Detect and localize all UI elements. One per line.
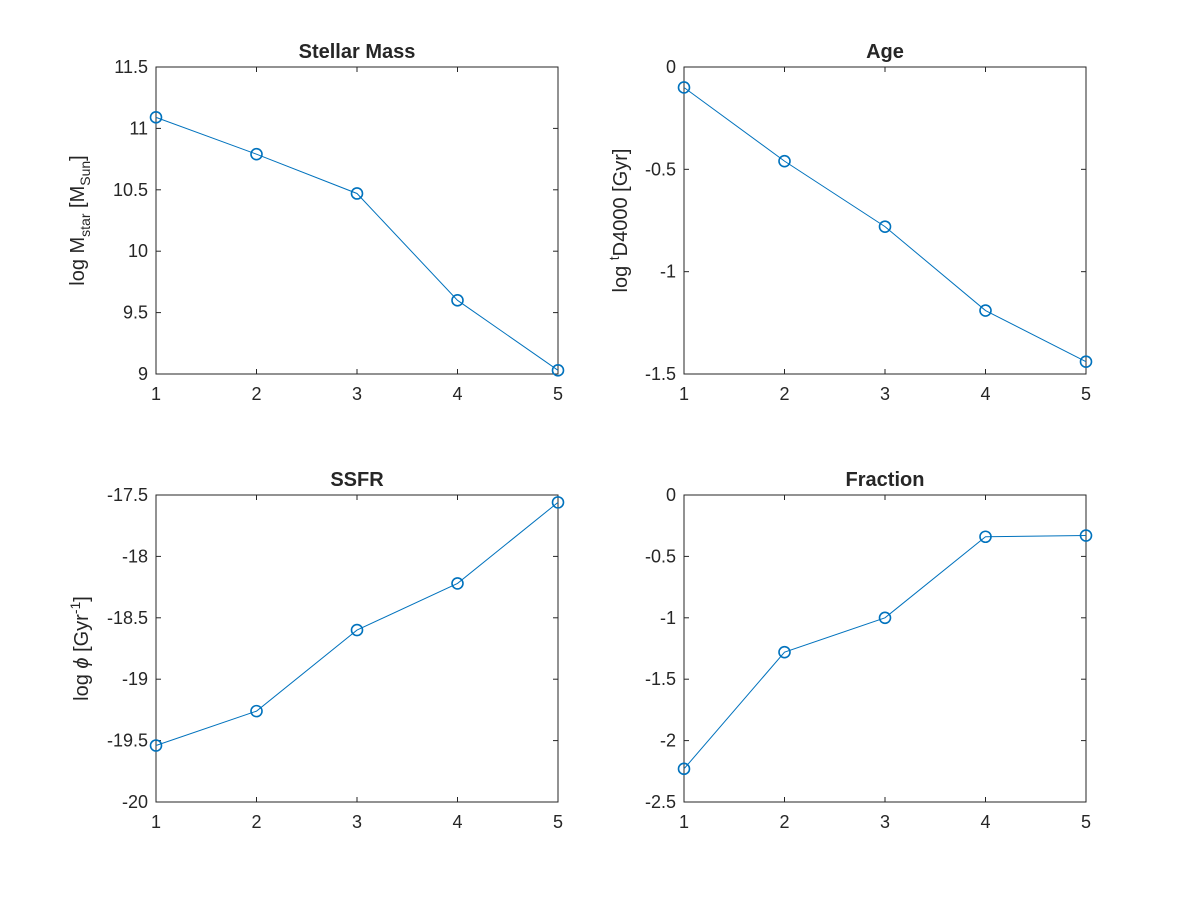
y-axis-label: log Mstar [MSun] <box>67 155 93 286</box>
x-tick-label: 1 <box>151 812 161 832</box>
data-point <box>878 611 892 625</box>
y-axis-label-post: ] <box>71 596 93 602</box>
x-tick-label: 5 <box>1081 812 1091 832</box>
data-point <box>677 762 691 776</box>
y-axis-label-post: ] <box>67 155 89 161</box>
y-tick-label: -18 <box>122 546 148 566</box>
x-tick-label: 5 <box>553 384 563 404</box>
y-axis-label-pre: log <box>71 669 93 701</box>
subplot-1: 1 2 3 4 5 9 9.5 10 10.5 11 11.5 Stellar Mass log Mst… <box>67 41 565 404</box>
x-tick-label: 1 <box>679 384 689 404</box>
subplot-title: Age <box>866 41 904 63</box>
y-axis-label: log ϕ [Gyr-1] <box>67 596 93 701</box>
x-tick-label: 1 <box>679 812 689 832</box>
x-tick-label: 2 <box>779 384 789 404</box>
y-axis-label-mid: [M <box>67 186 89 214</box>
subplot-title: Fraction <box>846 469 925 491</box>
y-axis-label-sup: -1 <box>67 601 83 614</box>
y-tick-label: 9 <box>138 364 148 384</box>
y-tick-label: 11 <box>129 118 148 138</box>
data-point <box>979 304 992 317</box>
y-tick-label: -2.5 <box>645 792 676 812</box>
subplot-title: SSFR <box>330 469 384 491</box>
y-tick-label: -1 <box>660 608 676 628</box>
x-tick-label: 2 <box>779 812 789 832</box>
data-point <box>551 364 565 377</box>
x-tick-label: 3 <box>880 812 890 832</box>
subplot-4: 1 2 3 4 5 -2.5 -2 -1.5 -1 -0.5 0 Fraction <box>645 469 1093 832</box>
y-axis-label-post: D4000 [Gyr] <box>610 149 632 257</box>
x-tick-label: 2 <box>251 384 261 404</box>
y-tick-label: 0 <box>666 485 676 505</box>
y-tick-label: -0.5 <box>645 159 676 179</box>
data-point <box>451 577 464 590</box>
y-axis-label-ital: ϕ <box>71 657 93 668</box>
y-tick-label: 0 <box>666 57 676 77</box>
y-tick-label: -19.5 <box>107 731 148 751</box>
y-tick-label: -18.5 <box>107 608 148 628</box>
data-point <box>878 220 892 233</box>
x-tick-label: 4 <box>980 384 990 404</box>
x-tick-label: 5 <box>553 812 563 832</box>
data-point <box>250 704 263 718</box>
y-tick-label: -2 <box>660 731 676 751</box>
data-point <box>350 187 364 200</box>
data-point <box>149 111 163 124</box>
x-tick-label: 4 <box>452 384 462 404</box>
y-tick-label: -1.5 <box>645 669 676 689</box>
y-tick-label: -1.5 <box>645 364 676 384</box>
y-tick-label: 10 <box>128 241 148 261</box>
x-tick-label: 4 <box>980 812 990 832</box>
y-axis-label-pre: log M <box>67 237 89 286</box>
data-point <box>250 147 263 161</box>
data-point <box>149 739 163 752</box>
y-axis-label-mid: [Gyr <box>71 614 93 658</box>
data-point <box>551 496 565 509</box>
data-point <box>451 294 464 307</box>
series-line <box>683 535 1087 770</box>
series-line <box>155 501 559 746</box>
x-tick-label: 3 <box>352 384 362 404</box>
subplot-title: Stellar Mass <box>299 41 416 63</box>
axes-box <box>155 66 559 375</box>
series-line <box>683 87 1087 363</box>
y-axis-label-pre: log <box>610 260 632 292</box>
y-tick-label: 10.5 <box>113 180 148 200</box>
data-point <box>1079 529 1093 542</box>
x-tick-label: 5 <box>1081 384 1091 404</box>
y-axis-label: log tD4000 [Gyr] <box>606 149 632 293</box>
y-tick-label: 11.5 <box>114 57 148 77</box>
subplot-2: 1 2 3 4 5 -1.5 -1 -0.5 0 Age log tD4000 [Gyr] <box>606 41 1093 404</box>
data-point <box>778 645 791 659</box>
series-line <box>155 116 559 371</box>
y-tick-label: 9.5 <box>123 303 148 323</box>
axes-box <box>155 494 559 803</box>
x-tick-label: 3 <box>352 812 362 832</box>
y-tick-label: -1 <box>660 262 676 282</box>
data-point <box>778 154 791 168</box>
x-tick-label: 1 <box>151 384 161 404</box>
axes-box <box>683 494 1087 803</box>
x-tick-label: 3 <box>880 384 890 404</box>
y-tick-label: -20 <box>122 792 148 812</box>
data-point <box>979 530 992 544</box>
x-tick-label: 2 <box>251 812 261 832</box>
x-tick-label: 4 <box>452 812 462 832</box>
y-tick-label: -0.5 <box>645 546 676 566</box>
y-axis-label-sup: t <box>606 256 622 260</box>
y-tick-label: -19 <box>122 669 148 689</box>
y-tick-label: -17.5 <box>107 485 148 505</box>
data-point <box>350 623 364 637</box>
y-axis-label-sub2: Sun <box>77 161 93 186</box>
data-point <box>677 81 691 94</box>
subplot-3: 1 2 3 4 5 -20 -19.5 -19 -18.5 -18 -17.5 SSFR log ϕ [… <box>67 469 565 832</box>
y-axis-label-sub: star <box>77 213 93 237</box>
data-point <box>1079 355 1093 369</box>
